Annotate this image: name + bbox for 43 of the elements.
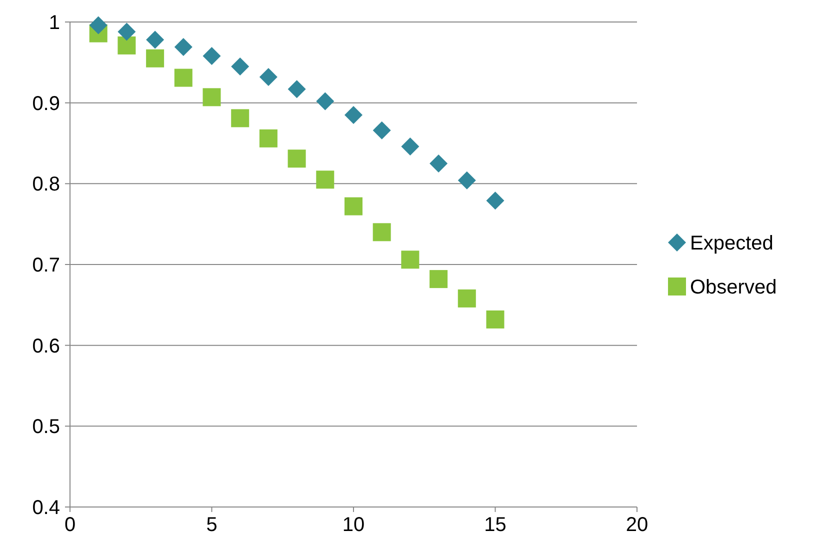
point — [231, 57, 250, 76]
point — [430, 270, 448, 288]
point — [401, 137, 420, 156]
y-tick-label: 0.9 — [32, 92, 60, 115]
point — [146, 49, 164, 68]
x-tick-label: 20 — [626, 514, 648, 536]
point — [174, 38, 192, 56]
y-tick-label: 0.4 — [32, 497, 60, 519]
point — [430, 154, 448, 172]
point — [174, 68, 192, 87]
x-tick-label: 5 — [206, 514, 218, 536]
point — [259, 129, 278, 148]
point — [118, 22, 136, 41]
x-tick-label: 0 — [64, 514, 76, 536]
point — [288, 80, 306, 98]
x-tick-label: 10 — [342, 514, 365, 536]
point — [344, 197, 362, 216]
point — [458, 171, 476, 190]
point — [344, 106, 362, 124]
point — [118, 36, 136, 54]
y-tick-label: 0.6 — [32, 335, 60, 358]
point — [486, 310, 504, 328]
point — [372, 223, 391, 242]
point — [146, 30, 164, 49]
point — [202, 46, 221, 65]
y-tick-label: 0.7 — [32, 254, 60, 276]
point — [202, 88, 221, 106]
point — [458, 289, 476, 308]
point — [259, 68, 278, 86]
point — [89, 16, 108, 34]
point — [288, 150, 306, 168]
point — [401, 250, 420, 269]
point — [372, 121, 391, 140]
y-tick-label: 0.5 — [32, 416, 60, 438]
point — [486, 192, 504, 210]
point — [231, 109, 250, 128]
y-tick-label: 1 — [48, 12, 60, 34]
y-tick-label: 0.8 — [32, 174, 60, 196]
point — [316, 92, 334, 110]
legend-label: Expected — [690, 232, 774, 254]
x-tick-label: 15 — [484, 514, 506, 536]
legend-label: Observed — [690, 276, 777, 298]
point — [316, 170, 334, 189]
